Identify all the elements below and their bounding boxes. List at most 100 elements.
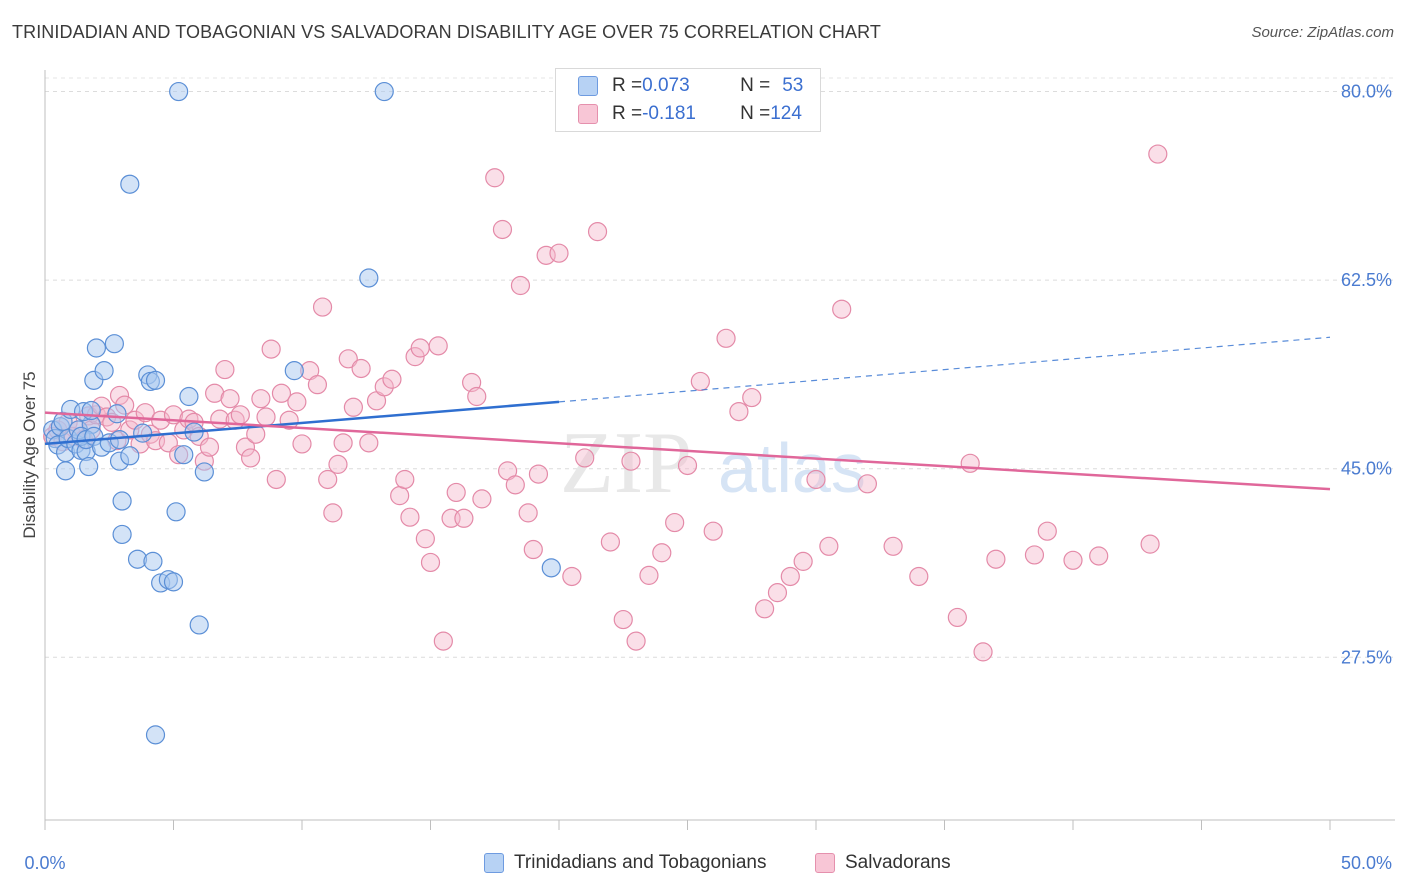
salvadoran-point (351, 358, 371, 379)
trinidadian-point (284, 361, 304, 381)
salvadoran-point (230, 405, 250, 425)
trinidadian-point (359, 268, 379, 288)
trinidadian-point (541, 558, 561, 578)
salvadoran-point (467, 386, 487, 407)
salvadoran-point (909, 566, 929, 587)
trinidadian-point (174, 445, 194, 465)
salvadoran-point (433, 631, 453, 651)
trinidadian-point (79, 456, 99, 477)
salvadoran-point (241, 448, 261, 468)
trinidadian-point (179, 386, 199, 407)
tick-labels: 27.5% 45.0% 62.5% 80.0% 0.0% 50.0% (24, 82, 1392, 873)
salvadoran-point (318, 469, 338, 490)
y-tick-label: 62.5% (1341, 270, 1392, 290)
salvadoran-point (523, 539, 543, 560)
legend-n-value: 124 (770, 103, 802, 124)
salvadoran-point (690, 371, 710, 392)
trinidadian-point (120, 446, 140, 466)
salvadoran-point (323, 503, 343, 523)
trinidadian-points (43, 81, 561, 745)
bottom-legend-label: Trinidadians and Tobagonians (514, 852, 767, 873)
salvadoran-point (472, 489, 492, 509)
salvadoran-point (1063, 550, 1083, 570)
y-tick-label: 45.0% (1341, 459, 1392, 479)
salvadoran-point (220, 389, 240, 409)
salvadoran-point (832, 299, 852, 319)
salvadoran-point (793, 551, 813, 571)
salvadoran-point (420, 552, 441, 573)
trinidadian-point (189, 615, 209, 635)
bottom-legend-swatch-pink (815, 853, 835, 873)
trinidadian-point (112, 524, 132, 545)
trinidadian-point (374, 81, 394, 102)
legend-row-trinidadian: R = 0.073 N = 53 (578, 75, 803, 97)
salvadoran-point (215, 359, 235, 380)
salvadoran-point (780, 566, 800, 587)
salvadoran-point (973, 642, 993, 662)
trinidadian-trend-line (44, 400, 560, 446)
salvadoran-point (485, 168, 505, 188)
y-tick-label: 80.0% (1341, 82, 1392, 102)
salvadoran-point (960, 453, 980, 473)
salvadoran-point (410, 338, 430, 358)
legend-r-value: 0.073 (642, 75, 690, 96)
y-tick-label: 27.5% (1341, 647, 1392, 667)
watermark-zip: ZIP (560, 415, 692, 512)
trinidadian-point (55, 461, 76, 481)
salvadoran-point (390, 486, 410, 506)
salvadoran-point (767, 583, 788, 603)
legend-r-label: R = (612, 103, 643, 124)
salvadoran-point (947, 607, 967, 628)
salvadoran-point (819, 536, 839, 556)
trinidadian-point (94, 361, 114, 381)
trinidadian-trend-extension (558, 336, 1331, 403)
salvadoran-point (806, 469, 826, 490)
watermark-atlas: atlas (718, 429, 866, 507)
salvadoran-point (109, 385, 130, 406)
salvadorans-points (43, 144, 1168, 662)
salvadoran-point (256, 407, 276, 427)
salvadoran-point (518, 503, 538, 523)
legend-n-value: 53 (782, 75, 804, 96)
x-tick-label: 0.0% (24, 853, 65, 873)
salvadoran-point (205, 383, 225, 403)
salvadoran-point (446, 482, 466, 503)
salvadoran-point (1037, 521, 1057, 541)
trinidadian-point (145, 370, 166, 390)
legend-row-salvadoran: R = -0.181 N = 124 (578, 103, 802, 125)
salvadoran-point (395, 469, 415, 490)
trinidadian-point (166, 502, 186, 522)
salvadoran-point (338, 349, 358, 369)
salvadoran-point (1024, 545, 1045, 565)
trinidadian-point (109, 430, 130, 450)
salvadoran-point (287, 392, 307, 412)
trinidadian-point (163, 572, 184, 592)
bottom-legend-swatch-blue (484, 853, 504, 873)
salvadoran-point (359, 433, 379, 453)
salvadoran-point (742, 387, 762, 408)
legend-swatch-pink (578, 104, 598, 124)
salvadoran-point (575, 448, 595, 468)
salvadoran-point (1148, 144, 1168, 164)
trinidadian-point (104, 334, 124, 354)
salvadoran-point (235, 437, 256, 457)
salvadoran-point (639, 565, 659, 585)
salvadoran-point (374, 377, 394, 397)
salvadoran-point (626, 631, 646, 651)
salvadoran-point (261, 339, 281, 359)
trinidadian-point (112, 491, 132, 511)
salvadoran-trend-line (44, 411, 1331, 491)
salvadoran-point (562, 566, 582, 587)
trend-lines (44, 336, 1331, 491)
salvadoran-point (621, 451, 641, 471)
bottom-legend-trinidadian: Trinidadians and Tobagonians (484, 852, 766, 874)
salvadoran-point (754, 599, 775, 619)
salvadoran-point (613, 609, 633, 630)
salvadoran-point (549, 243, 569, 263)
salvadoran-point (505, 475, 525, 495)
x-tick-label: 50.0% (1341, 853, 1392, 873)
trinidadian-point (107, 404, 127, 424)
salvadoran-point (292, 434, 312, 454)
bottom-legend-salvadoran: Salvadorans (815, 852, 951, 874)
